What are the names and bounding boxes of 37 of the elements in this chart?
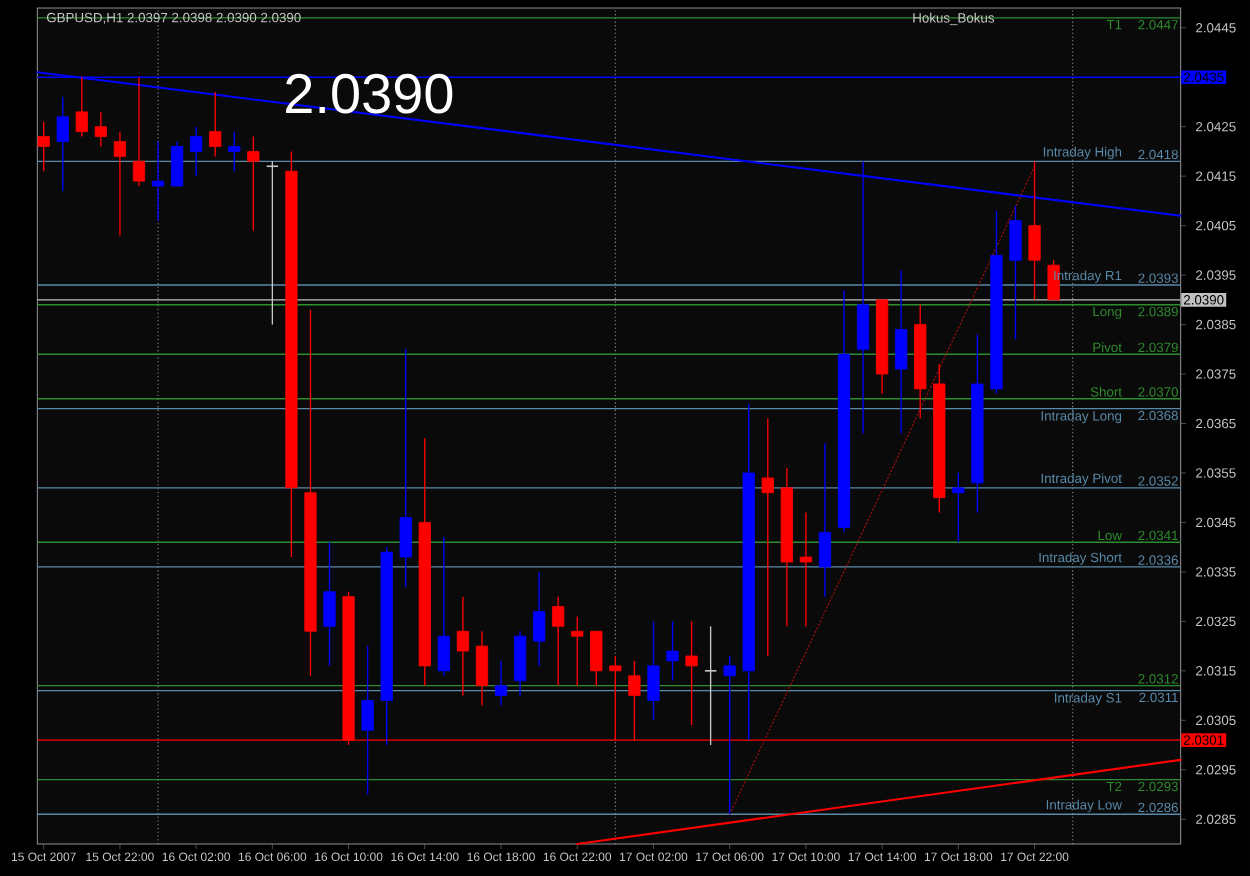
candlestick (723, 655, 736, 815)
candlestick (75, 76, 88, 138)
candlestick (1028, 160, 1041, 301)
candlestick (952, 472, 965, 543)
candlestick (895, 269, 908, 435)
candlestick (151, 140, 165, 222)
candlestick (513, 630, 527, 697)
candlestick (56, 96, 69, 192)
candlestick (361, 645, 374, 796)
candlestick (94, 111, 107, 148)
candlestick (552, 595, 565, 687)
candlestick (113, 130, 127, 237)
candlestick (647, 620, 660, 721)
candlestick (494, 660, 508, 707)
annotation: 2.0390 (286, 73, 453, 114)
candlestick (437, 536, 450, 677)
candlestick (247, 135, 260, 232)
candlestick (170, 140, 184, 187)
candlestick (456, 595, 470, 697)
candlestick (132, 76, 146, 187)
candlestick (761, 417, 774, 657)
candlestick (571, 615, 584, 687)
candlestick (475, 630, 489, 707)
candlestick (228, 130, 241, 172)
candlestick (533, 571, 546, 667)
candlestick (818, 442, 832, 598)
candlestick (37, 121, 50, 172)
candlestick (666, 620, 679, 682)
candlestick (209, 91, 222, 158)
candlestick (1009, 205, 1022, 341)
candlestick (704, 625, 718, 746)
candlestick (190, 126, 203, 177)
candlestick (323, 541, 336, 667)
candlestick (399, 348, 412, 588)
candlestick (799, 511, 813, 627)
candlestick (590, 630, 603, 687)
candlestick (685, 620, 698, 726)
